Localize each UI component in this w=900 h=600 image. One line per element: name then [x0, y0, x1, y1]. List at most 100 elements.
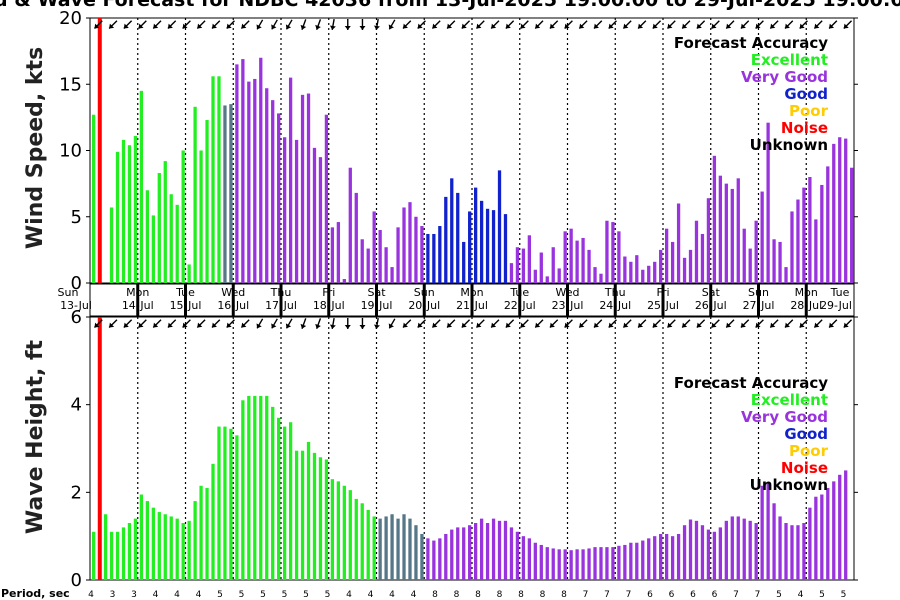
period-value: 5 — [776, 590, 782, 600]
wave-bar — [330, 479, 335, 580]
wave-bar — [444, 533, 448, 580]
wind-bar — [700, 233, 705, 283]
wave-bar — [682, 525, 687, 580]
wind-bar — [133, 135, 138, 283]
wave-bar — [623, 544, 627, 580]
wind-direction-arrow — [666, 20, 676, 30]
day-label-date: 20-Jul — [408, 299, 440, 312]
wave-bar — [127, 523, 132, 580]
wave-direction-arrow — [196, 319, 206, 329]
wave-direction-arrow — [652, 319, 662, 329]
wave-direction-arrow — [211, 319, 221, 329]
period-value: 5 — [217, 590, 223, 600]
wave-direction-arrow — [315, 318, 322, 329]
wind-bar — [820, 184, 824, 283]
wave-y-tick-label: 4 — [71, 395, 82, 416]
period-label: Period, sec — [1, 587, 70, 600]
wave-bar — [784, 523, 788, 580]
wind-y-tick-label: 15 — [59, 74, 82, 95]
wave-bar — [306, 441, 311, 580]
wind-bar — [456, 192, 460, 283]
wave-direction-arrow — [402, 319, 412, 329]
wave-bar — [366, 509, 370, 580]
wind-bar — [647, 265, 651, 283]
wind-bar — [402, 207, 406, 283]
wind-bar — [109, 207, 114, 283]
wind-bar — [336, 222, 341, 283]
wind-bar — [712, 155, 717, 283]
wave-legend-item: Good — [784, 425, 828, 443]
wind-bar — [151, 215, 155, 283]
wave-direction-arrow — [813, 319, 823, 329]
wave-bar — [802, 523, 806, 580]
wave-bar — [509, 527, 514, 580]
wave-legend-title: Forecast Accuracy — [674, 374, 828, 392]
wind-bar — [157, 173, 161, 283]
wind-bar — [217, 76, 221, 283]
wind-y-tick-label: 0 — [71, 273, 82, 294]
day-label-date: 27-Jul — [743, 299, 775, 312]
wave-bar — [259, 395, 263, 580]
wave-bar — [838, 474, 842, 580]
wind-bar — [742, 228, 746, 283]
wind-bar — [235, 64, 239, 283]
wave-bar — [342, 485, 346, 580]
wave-bar — [515, 531, 520, 580]
wave-direction-arrow — [240, 319, 250, 329]
wind-direction-arrow — [534, 20, 544, 30]
day-label-date: 14-Jul — [122, 299, 154, 312]
wind-bar — [826, 166, 830, 283]
wave-bar — [402, 514, 406, 580]
wind-direction-arrow — [417, 20, 426, 30]
wave-bar — [754, 523, 758, 580]
wind-bar — [462, 241, 466, 283]
wave-bar — [545, 547, 549, 580]
wind-direction-arrow — [681, 20, 691, 30]
wave-direction-arrow — [490, 319, 500, 329]
wave-bar — [820, 494, 824, 580]
wave-bar — [539, 544, 543, 580]
wind-bar — [420, 226, 424, 283]
wave-bar — [372, 516, 376, 580]
wind-direction-arrow — [329, 18, 336, 31]
wave-bar — [223, 426, 227, 580]
wave-bar — [235, 435, 239, 580]
wind-bar — [527, 235, 532, 283]
wave-bar — [432, 540, 436, 580]
wave-bar — [294, 450, 299, 580]
wave-bar — [796, 525, 800, 580]
wind-bar — [390, 267, 394, 283]
wave-bar — [557, 549, 561, 580]
period-value: 5 — [841, 590, 847, 600]
wind-bar — [438, 226, 442, 283]
wave-bar — [647, 538, 651, 580]
wave-direction-arrow — [475, 319, 485, 329]
wind-bar — [784, 267, 788, 283]
wind-bar — [241, 59, 245, 284]
wind-bar — [844, 138, 848, 283]
wave-bar — [694, 520, 699, 580]
wave-bar — [175, 518, 179, 580]
wave-direction-arrow — [799, 319, 808, 329]
wind-y-tick-label: 20 — [59, 8, 82, 29]
wave-bar — [479, 518, 484, 580]
wave-direction-arrow — [461, 319, 471, 329]
wave-bar — [659, 533, 663, 580]
day-label-date: 26-Jul — [695, 299, 727, 312]
wind-bar — [808, 177, 812, 283]
wind-direction-arrow — [402, 20, 412, 30]
wind-direction-arrow — [446, 20, 456, 30]
day-label-date: 29-Jul — [820, 299, 852, 312]
day-label-dow: Mon — [126, 286, 149, 299]
wave-bar — [283, 426, 287, 580]
wind-bar — [623, 256, 627, 283]
wave-bar — [706, 529, 711, 580]
wave-bar — [103, 514, 108, 580]
wind-bar — [533, 269, 537, 283]
wave-bar — [533, 542, 537, 580]
wave-direction-arrow — [123, 319, 133, 329]
wave-direction-arrow — [549, 319, 559, 329]
wind-bar — [665, 228, 669, 283]
wave-bar — [575, 549, 579, 580]
wind-bar — [838, 137, 842, 283]
